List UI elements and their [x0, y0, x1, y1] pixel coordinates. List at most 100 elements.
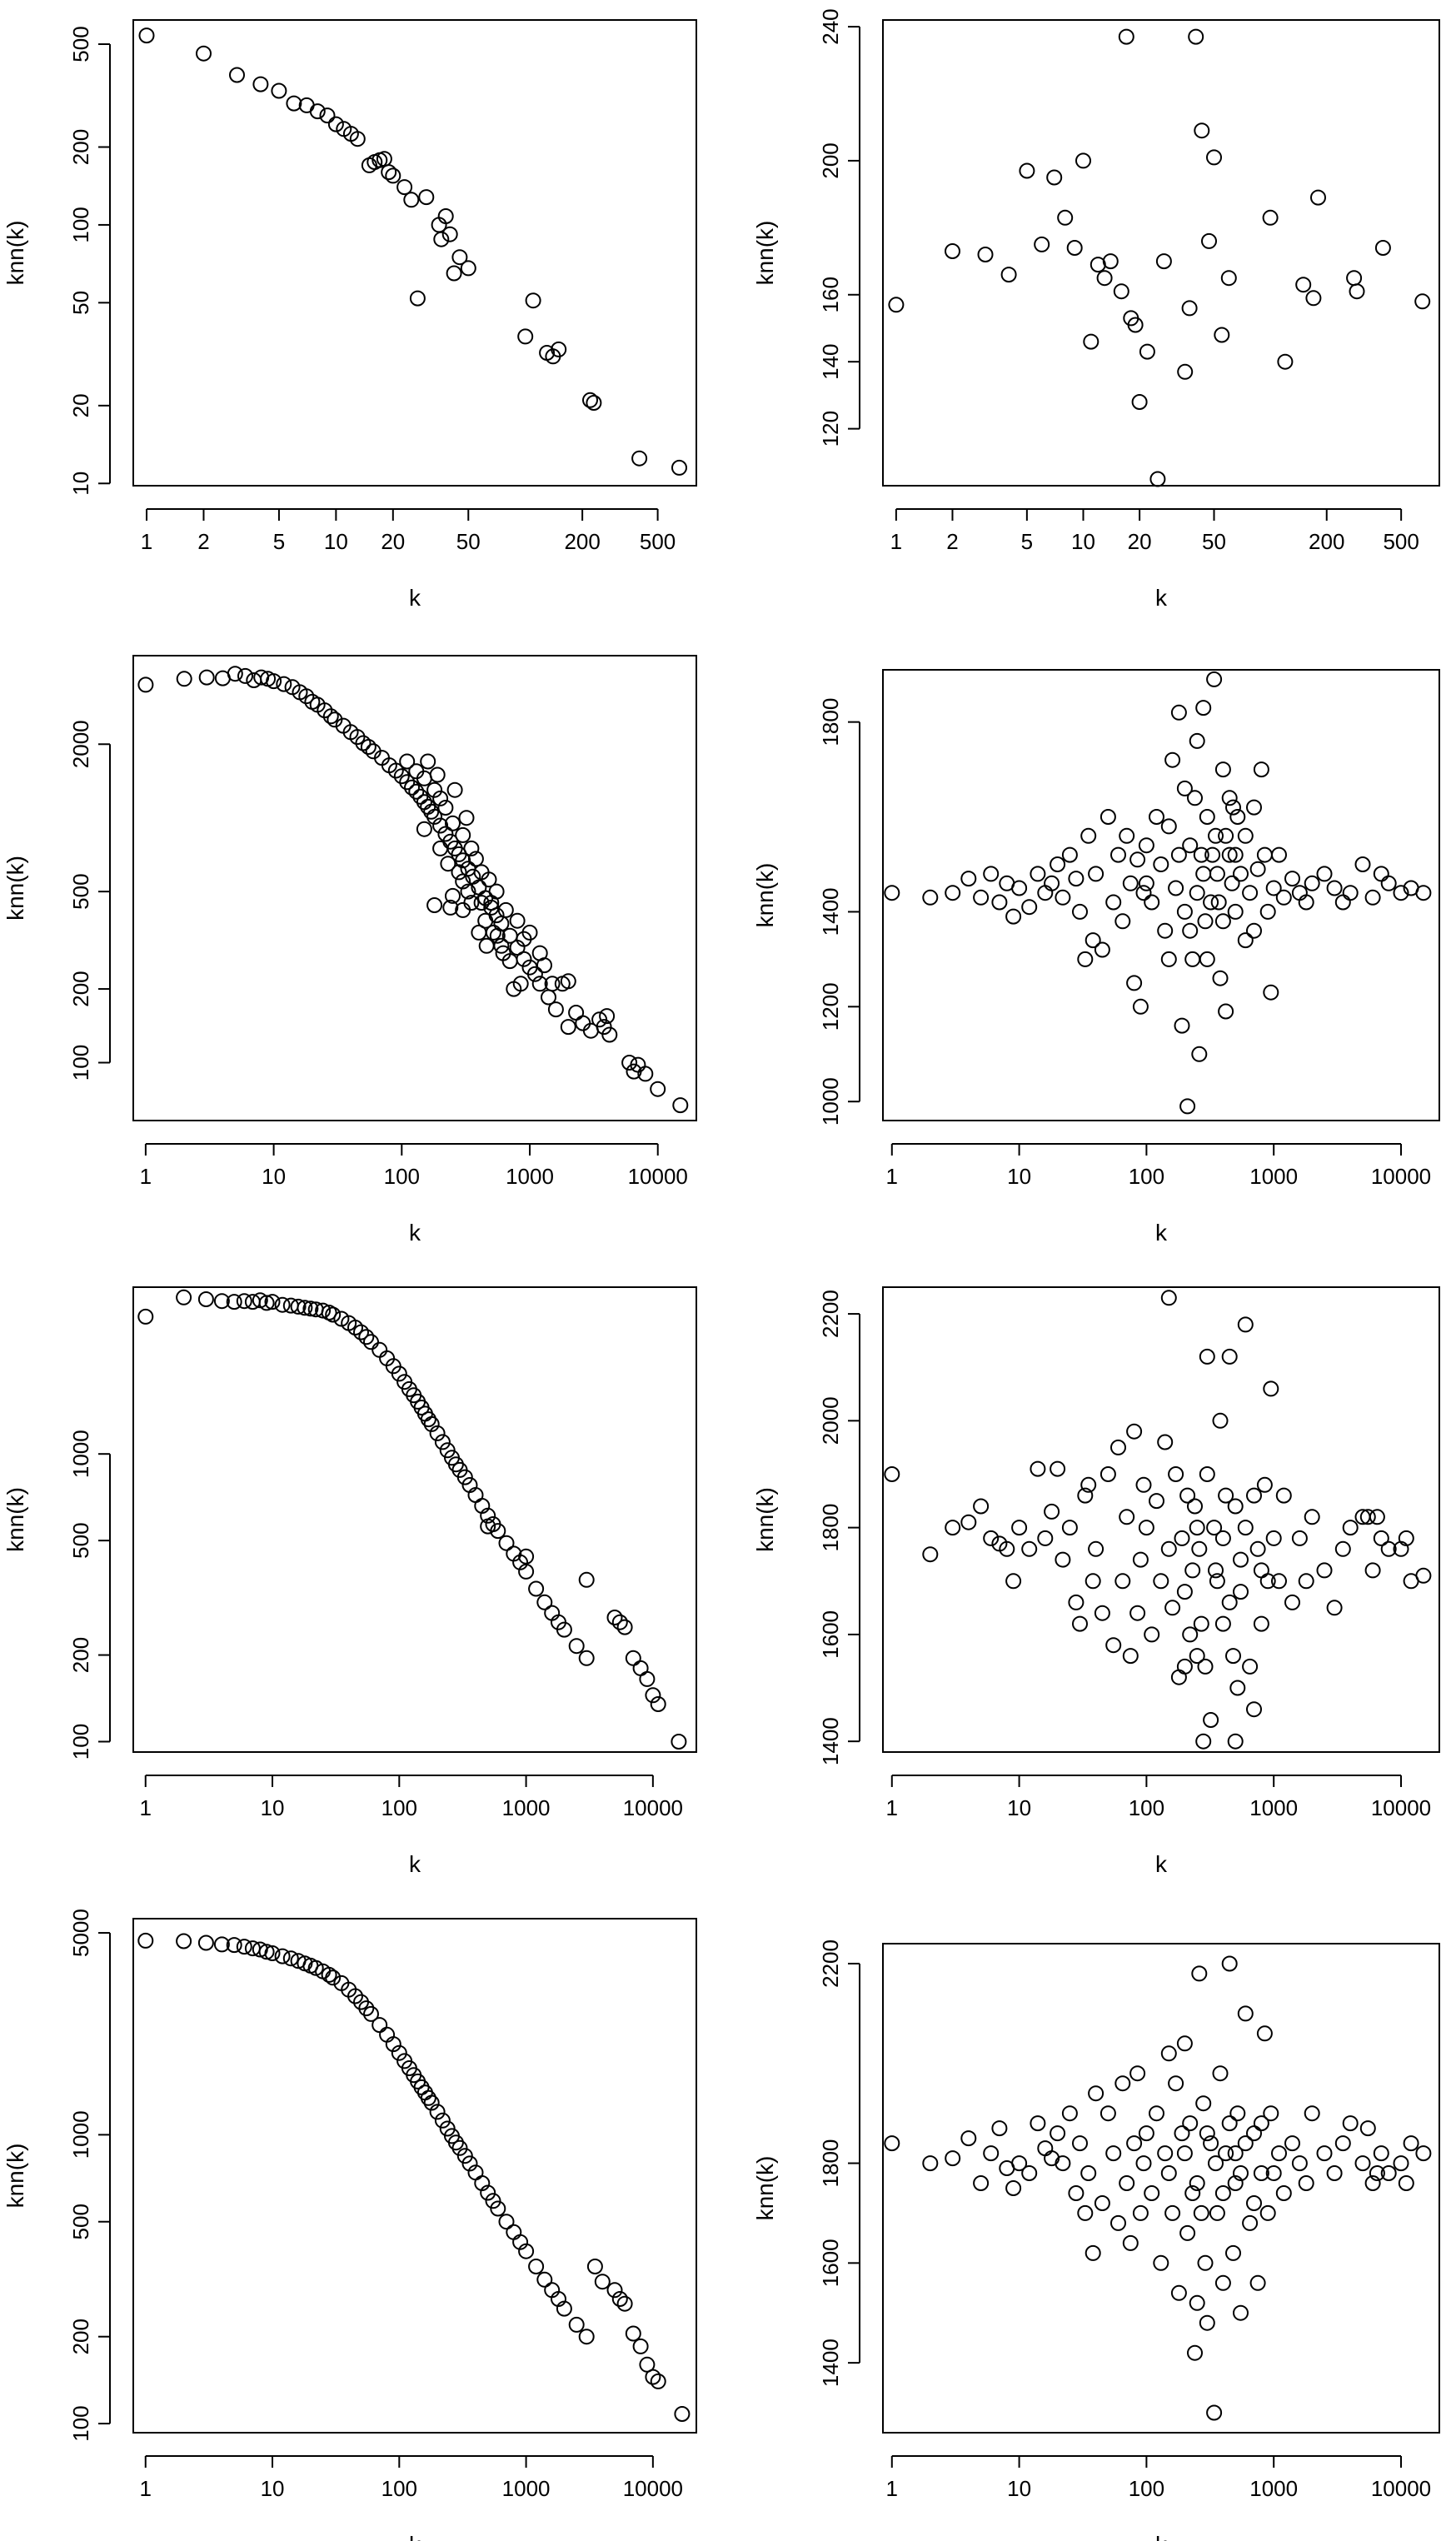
data-point: [282, 1950, 299, 1967]
chart-panel-7: 1 10 100 1000 10000 k 100 200 500 1000 5000 knn(k): [2, 1909, 697, 2541]
y-tick-label: 20: [68, 393, 93, 417]
data-point: [1233, 2165, 1249, 2181]
data-point: [1164, 751, 1181, 768]
data-point: [1305, 290, 1322, 307]
data-point: [1030, 1460, 1046, 1477]
data-point: [446, 265, 462, 282]
data-point: [1199, 2314, 1215, 2331]
y-tick-label: 1600: [818, 1610, 843, 1659]
data-point: [1174, 1530, 1190, 1546]
data-point: [1249, 2274, 1266, 2291]
data-point: [1209, 2204, 1225, 2221]
data-point: [1110, 1439, 1126, 1455]
x-axis-label: k: [1155, 2532, 1168, 2541]
data-point: [1380, 1540, 1397, 1557]
x-tick-label: 10000: [623, 1795, 683, 1820]
data-point: [1415, 2145, 1432, 2162]
data-point: [498, 2214, 515, 2230]
data-point: [1075, 152, 1091, 169]
data-point: [601, 1026, 618, 1043]
data-point: [1122, 1648, 1139, 1665]
data-point: [1055, 2155, 1071, 2172]
data-point: [1265, 2165, 1282, 2181]
y-tick-label: 200: [818, 142, 843, 178]
data-point: [1168, 1466, 1184, 1482]
data-point: [1037, 2140, 1054, 2157]
data-point: [1212, 2065, 1229, 2082]
data-point: [497, 901, 514, 918]
data-point: [1221, 1955, 1238, 1972]
data-point: [1199, 951, 1215, 967]
data-point: [1119, 2175, 1135, 2191]
data-point: [973, 2175, 990, 2191]
data-point: [1094, 2195, 1110, 2211]
x-tick-label: 100: [381, 2476, 417, 2501]
data-point: [1126, 2135, 1143, 2152]
data-point: [999, 1540, 1015, 1557]
data-point: [1144, 1626, 1160, 1643]
data-point: [1212, 1412, 1229, 1429]
data-point: [1160, 818, 1177, 835]
data-point: [1237, 1316, 1254, 1333]
x-tick-label: 1: [886, 2476, 898, 2501]
data-point: [1214, 2274, 1231, 2291]
data-point: [1214, 1615, 1231, 1632]
data-point: [458, 810, 475, 826]
x-tick-label: 50: [456, 529, 481, 554]
data-point: [1246, 1487, 1262, 1504]
data-point: [490, 2200, 506, 2217]
data-point: [672, 1097, 689, 1114]
data-point: [1191, 1540, 1208, 1557]
data-point: [432, 790, 449, 806]
data-point: [645, 1687, 661, 1704]
data-point: [1044, 1503, 1060, 1520]
data-point: [429, 2104, 446, 2120]
data-point: [1170, 1669, 1187, 1685]
data-point: [1177, 363, 1194, 380]
data-point: [489, 927, 506, 944]
data-point: [266, 673, 282, 690]
x-tick-label: 1: [886, 1164, 898, 1189]
data-point: [1061, 1520, 1078, 1536]
data-point: [418, 189, 435, 206]
plot-frame: [132, 655, 697, 1121]
data-point: [1057, 209, 1074, 226]
data-point: [1046, 169, 1063, 186]
data-point: [1284, 871, 1300, 887]
data-point: [297, 1300, 313, 1316]
data-point: [586, 395, 602, 411]
y-tick-label: 500: [68, 26, 93, 62]
y-tick-label: 1800: [818, 2139, 843, 2188]
data-point: [637, 1066, 654, 1082]
data-point: [1194, 122, 1210, 139]
data-point: [1099, 809, 1116, 825]
data-point: [1246, 2125, 1262, 2142]
data-point: [321, 1966, 337, 1983]
data-point: [1256, 846, 1273, 863]
data-point: [315, 1302, 332, 1319]
x-tick-label: 100: [384, 1164, 420, 1189]
x-tick-label: 10000: [623, 2476, 683, 2501]
data-point: [429, 766, 446, 783]
x-tick-label: 10: [1071, 529, 1095, 554]
data-point: [197, 1934, 214, 1951]
data-point: [1114, 2075, 1131, 2092]
data-point: [1094, 1605, 1110, 1621]
data-point: [1249, 1540, 1266, 1557]
data-point: [1263, 1380, 1279, 1397]
data-point: [922, 1546, 939, 1563]
x-tick-label: 2: [197, 529, 209, 554]
x-tick-label: 1: [890, 529, 902, 554]
data-point: [371, 1341, 388, 1358]
data-point: [1011, 1520, 1028, 1536]
data-point: [1233, 1584, 1249, 1600]
y-tick-label: 200: [68, 1637, 93, 1673]
data-point: [1193, 1615, 1209, 1632]
y-axis-label: knn(k): [2, 2144, 28, 2209]
data-point: [1055, 889, 1071, 906]
data-point: [525, 292, 541, 309]
y-tick-label: 2000: [68, 720, 93, 768]
data-point: [1304, 875, 1320, 891]
data-point: [236, 1939, 252, 1955]
data-point: [1271, 2145, 1287, 2162]
